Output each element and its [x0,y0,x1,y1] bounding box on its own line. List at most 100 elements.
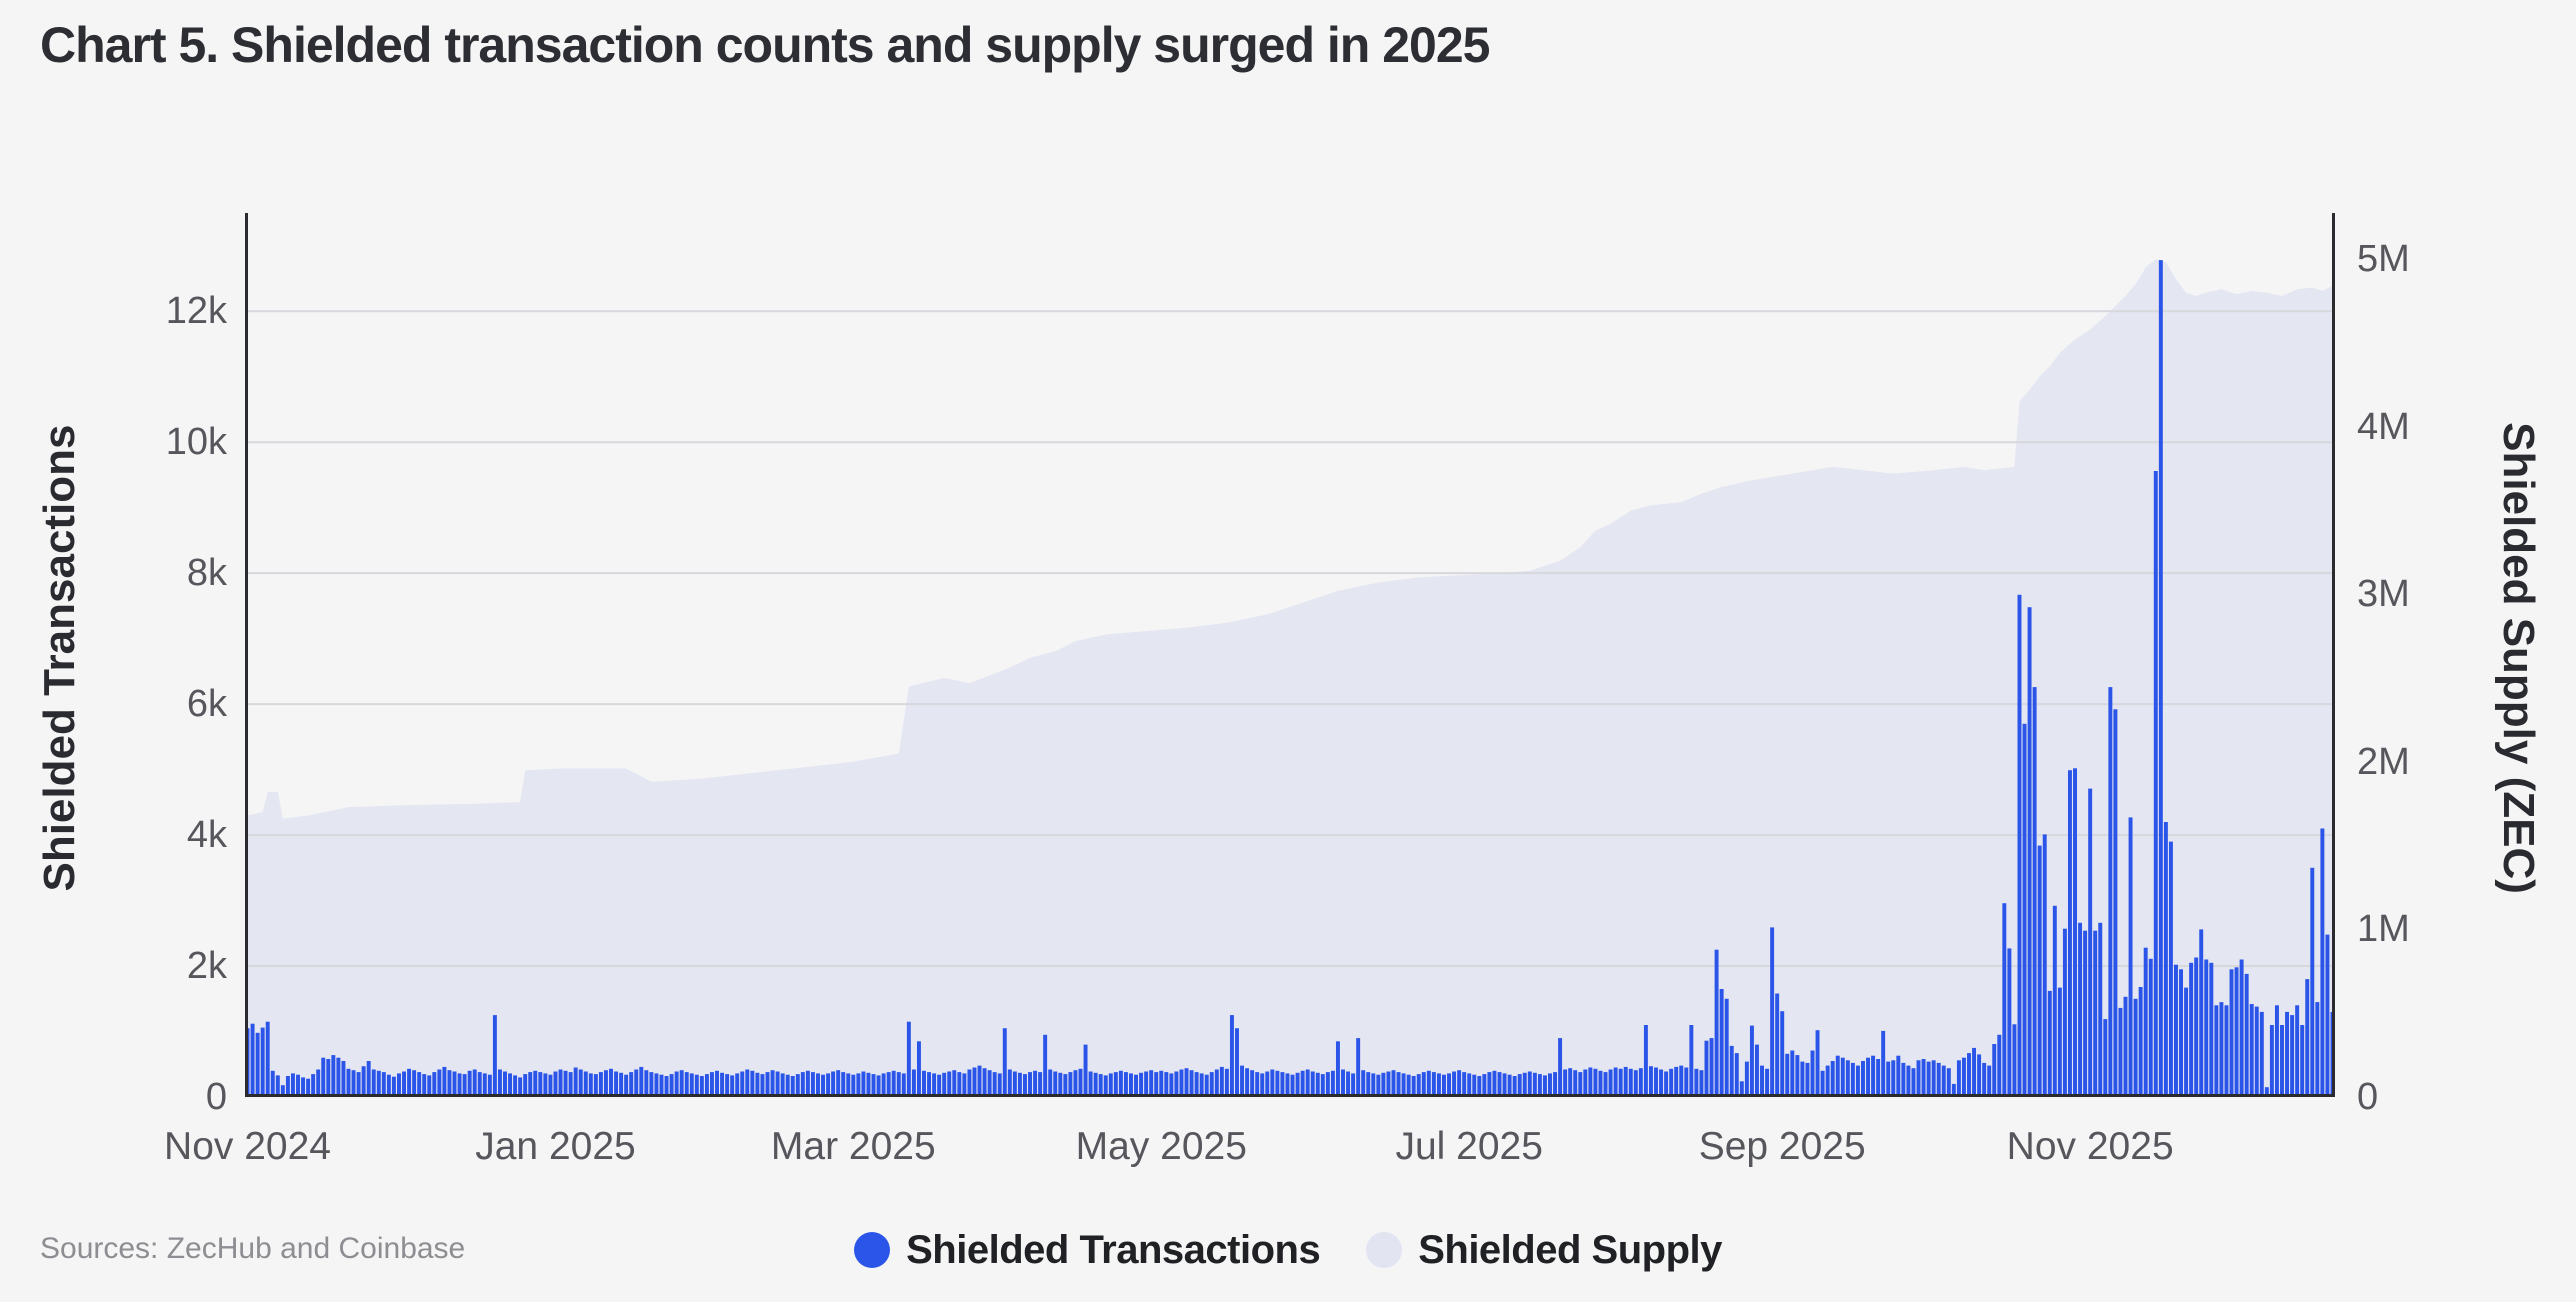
bar [614,1071,619,1097]
bar [2310,867,2315,1097]
bar [1174,1071,1179,1097]
bar [543,1073,548,1097]
bar [735,1073,740,1097]
bar [780,1073,785,1097]
x-axis-tick-label: Nov 2024 [164,1125,331,1168]
bar [603,1070,608,1097]
bar [901,1073,906,1097]
bar [816,1073,820,1097]
bar [2078,922,2083,1097]
bar [427,1075,432,1097]
bar [1144,1071,1149,1097]
bar [896,1072,901,1097]
bar [351,1070,356,1097]
bar [1194,1072,1199,1097]
bar [2138,987,2143,1097]
bar [477,1072,482,1097]
bar [927,1072,932,1097]
bar [1896,1055,1901,1097]
bar [1739,1081,1744,1097]
bar [2305,979,2310,1097]
bar [2088,788,2093,1097]
bar [1664,1071,1669,1097]
legend-item-shielded-transactions[interactable]: Shielded Transactions [854,1228,1321,1273]
bar [1164,1072,1169,1097]
bar [1320,1074,1325,1097]
bar [1638,1068,1643,1097]
bar [1553,1072,1558,1097]
bar [1487,1072,1492,1097]
bar [1335,1041,1340,1097]
bar [331,1055,336,1097]
bar [1699,1070,1704,1097]
bar [689,1073,694,1097]
right-axis-tick-label: 1M [2357,908,2410,951]
bar [1235,1028,1239,1097]
bar [1876,1059,1881,1097]
bar [1033,1070,1038,1097]
left-axis-tick-label: 2k [186,945,227,988]
bar [760,1074,765,1097]
bar [1280,1072,1285,1097]
bar [609,1068,613,1097]
bar [492,1015,497,1097]
bar [795,1074,800,1097]
bar [2224,1005,2229,1097]
bar [1007,1069,1012,1097]
right-axis-tick-label: 2M [2357,740,2410,783]
bar [1048,1069,1053,1097]
bar [2148,958,2153,1097]
bar [2174,964,2178,1097]
x-axis-tick-label: Jan 2025 [475,1125,636,1168]
bar [992,1072,997,1097]
bar [987,1070,992,1097]
bar [2320,828,2325,1097]
bar [1744,1061,1749,1097]
bar [715,1070,719,1097]
bar [316,1069,321,1097]
right-axis-tick-label: 0 [2357,1076,2379,1118]
bar [2108,687,2113,1097]
bar [1628,1068,1633,1097]
bar [1603,1072,1608,1097]
bar [1694,1068,1699,1097]
bar [841,1072,846,1097]
bar [1754,1044,1759,1097]
bar [1780,1011,1785,1097]
bar [1749,1025,1754,1097]
bar [800,1072,805,1097]
left-axis-title: Shielded Transactions [35,424,84,892]
bar [462,1074,467,1097]
bar [1103,1075,1108,1097]
bar [1028,1072,1032,1097]
bar [402,1071,406,1097]
bar [1850,1062,1855,1097]
legend-item-shielded-supply[interactable]: Shielded Supply [1366,1228,1722,1273]
bar [1022,1074,1027,1097]
bar [1977,1054,1982,1097]
bar [2133,998,2138,1097]
bar [1325,1072,1330,1097]
bar [1517,1074,1522,1097]
bar [1270,1069,1275,1097]
bar [523,1074,528,1097]
bar [1648,1066,1653,1097]
bar [831,1071,836,1097]
bar [2179,969,2183,1097]
bar [1810,1050,1815,1097]
bar [568,1072,573,1097]
bar [1921,1059,1926,1097]
bar [1129,1073,1133,1097]
bar [1840,1057,1845,1097]
legend: Shielded Transactions Shielded Supply [0,1220,2576,1280]
bar [1724,998,1729,1097]
bar [1204,1074,1209,1097]
bar [336,1057,341,1097]
bar [932,1073,937,1097]
bar [952,1070,957,1097]
bar [1522,1072,1527,1097]
bar [1149,1070,1154,1097]
bar [2067,770,2072,1097]
bar [1240,1065,1245,1097]
